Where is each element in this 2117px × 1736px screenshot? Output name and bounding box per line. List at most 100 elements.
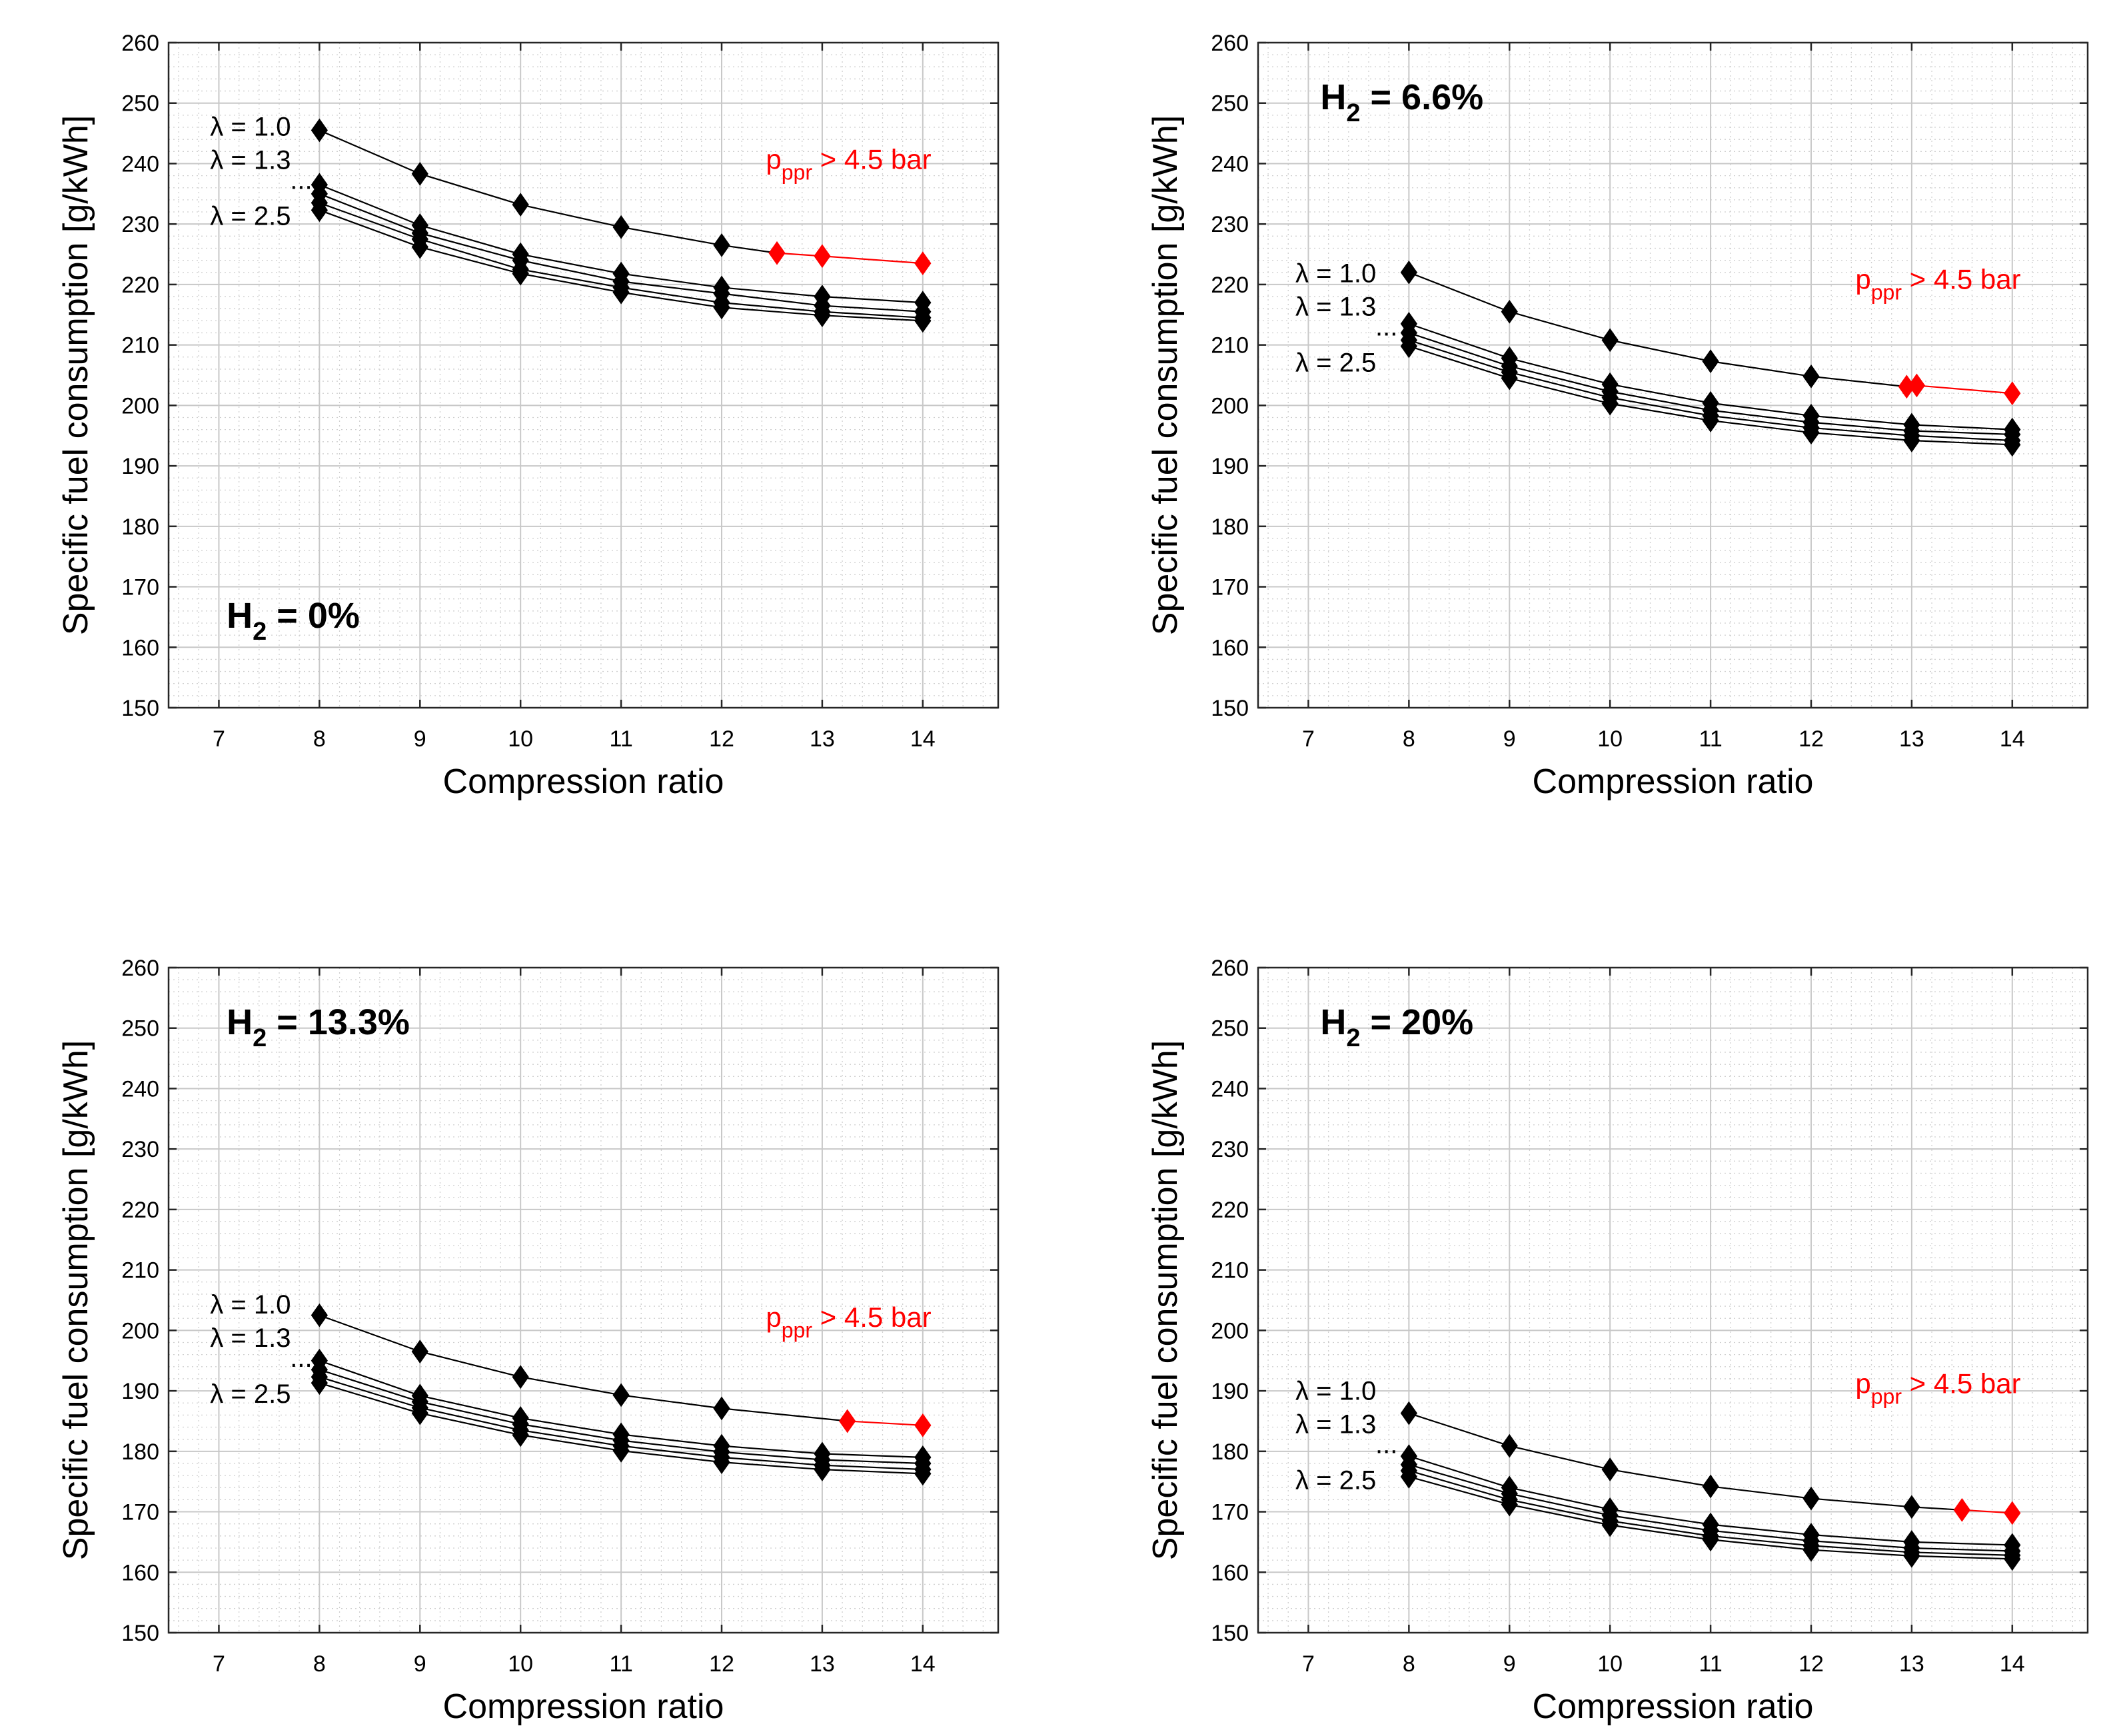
y-tick-label: 230	[1211, 1137, 1249, 1162]
y-tick-label: 250	[1211, 91, 1249, 117]
data-point	[2004, 1547, 2021, 1571]
y-tick-label: 220	[1211, 1198, 1249, 1223]
data-point	[411, 235, 428, 259]
axes-box	[167, 966, 1000, 1634]
y-tick-label: 170	[1211, 1500, 1249, 1525]
series-line-boost	[847, 1420, 923, 1426]
data-point-boost	[1908, 373, 1926, 398]
y-tick-label: 210	[1211, 1258, 1249, 1284]
x-tick-label: 8	[313, 1651, 326, 1677]
minor-grid	[169, 968, 998, 1633]
lambda-annotation: λ = 2.5	[210, 202, 291, 231]
x-tick-label: 12	[1798, 726, 1824, 752]
x-tick-label: 7	[1302, 1651, 1315, 1677]
series-line	[1408, 271, 1907, 388]
x-tick-label: 11	[1699, 1651, 1722, 1677]
data-point	[1903, 1495, 1920, 1519]
data-point	[512, 193, 529, 217]
y-tick-label: 190	[1211, 454, 1249, 479]
boost-annotation: pppr > 4.5 bar	[766, 144, 931, 185]
data-point	[914, 1461, 932, 1486]
data-point	[612, 1439, 630, 1463]
x-tick-label: 8	[1403, 726, 1415, 752]
x-tick-label: 14	[2000, 726, 2025, 752]
plot-area	[1258, 968, 2088, 1633]
x-tick-label: 10	[1597, 726, 1623, 752]
plot-area	[169, 968, 998, 1633]
y-tick-label: 190	[121, 454, 159, 479]
y-tick-label: 200	[1211, 393, 1249, 419]
data-point	[1702, 1474, 1719, 1499]
x-tick-label: 9	[1503, 1651, 1516, 1677]
x-tick-label: 11	[609, 726, 632, 752]
data-point	[1400, 1465, 1417, 1489]
x-tick-label: 12	[709, 726, 734, 752]
data-point	[411, 162, 428, 186]
x-axis-label: Compression ratio	[1533, 762, 1814, 801]
data-point	[1702, 409, 1719, 433]
data-point-boost	[2004, 381, 2021, 406]
data-point-boost	[814, 244, 831, 269]
x-tick-label: 7	[213, 1651, 225, 1677]
x-tick-label: 11	[1699, 726, 1722, 752]
y-axis-label: Specific fuel consumption [g/kWh]	[1146, 1040, 1185, 1560]
x-tick-label: 12	[1798, 1651, 1824, 1677]
data-point	[713, 1396, 730, 1421]
data-point	[1400, 1401, 1417, 1425]
y-tick-label: 250	[1211, 1016, 1249, 1042]
y-tick-label: 260	[1211, 31, 1249, 56]
data-point	[311, 198, 328, 223]
data-point	[814, 1457, 831, 1481]
plot-area	[1258, 43, 2088, 708]
data-point	[612, 1383, 630, 1407]
h2-annotation: H2 = 20%	[1320, 1002, 1473, 1052]
y-tick-label: 250	[121, 91, 159, 117]
y-tick-label: 220	[121, 1198, 159, 1223]
data-point-boost	[839, 1409, 856, 1433]
data-point	[1601, 1457, 1619, 1481]
y-tick-label: 230	[121, 1137, 159, 1162]
y-tick-label: 210	[1211, 333, 1249, 359]
x-tick-label: 9	[414, 1651, 426, 1677]
y-tick-label: 200	[121, 1318, 159, 1343]
major-grid	[169, 967, 998, 1633]
boost-annotation: pppr > 4.5 bar	[1855, 263, 2020, 304]
data-point	[1903, 429, 1920, 452]
lambda-annotation: λ = 1.3	[210, 1323, 291, 1353]
lambda-annotation: λ = 1.0	[210, 113, 291, 142]
y-tick-label: 160	[121, 635, 159, 660]
x-tick-label: 13	[810, 726, 835, 752]
series-line	[319, 129, 778, 254]
x-tick-label: 8	[1403, 1651, 1415, 1677]
y-tick-label: 170	[1211, 575, 1249, 600]
data-point-boost	[1953, 1497, 1970, 1522]
y-tick-label: 180	[1211, 514, 1249, 540]
lambda-annotation: λ = 1.0	[1295, 259, 1376, 288]
data-point	[512, 261, 529, 286]
data-point	[612, 280, 630, 305]
data-point	[1501, 1433, 1518, 1458]
lambda-annotation: λ = 1.3	[1295, 1410, 1376, 1439]
y-axis-label: Specific fuel consumption [g/kWh]	[57, 1040, 95, 1560]
y-tick-label: 230	[1211, 212, 1249, 237]
minor-grid	[1258, 43, 2088, 708]
h2-annotation: H2 = 13.3%	[227, 1002, 410, 1052]
data-point	[1501, 1492, 1518, 1517]
x-tick-label: 12	[709, 1651, 734, 1677]
data-point	[311, 118, 328, 143]
x-tick-label: 10	[508, 726, 533, 752]
data-point	[1802, 421, 1820, 445]
x-tick-label: 8	[313, 726, 326, 752]
data-point	[1903, 1543, 1920, 1568]
data-point-boost	[2004, 1501, 2021, 1525]
data-point	[311, 1303, 328, 1327]
y-axis-label: Specific fuel consumption [g/kWh]	[57, 115, 95, 635]
y-tick-label: 170	[121, 575, 159, 600]
y-tick-label: 250	[121, 1016, 159, 1042]
y-tick-label: 230	[121, 212, 159, 237]
x-axis-label: Compression ratio	[443, 1687, 724, 1726]
data-point	[512, 1365, 529, 1389]
lambda-ellipsis: ...	[1375, 1430, 1397, 1459]
y-tick-label: 190	[121, 1379, 159, 1404]
